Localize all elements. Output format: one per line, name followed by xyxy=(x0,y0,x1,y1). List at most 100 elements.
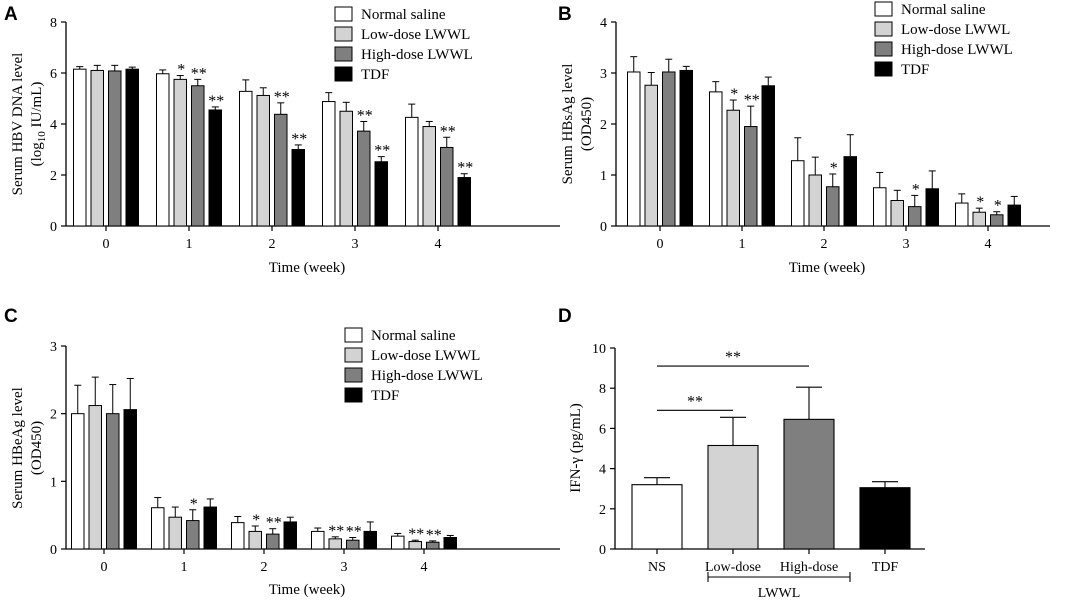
y-axis-title: Serum HBeAg level (OD450) xyxy=(10,387,45,509)
legend-swatch xyxy=(334,46,353,62)
significance-label: ** xyxy=(346,523,362,540)
bar xyxy=(274,113,288,227)
y-axis-title-line2: (log xyxy=(29,142,45,167)
x-axis-title: Time (week) xyxy=(269,260,346,276)
bar xyxy=(239,90,253,227)
x-tick-label: 1 xyxy=(181,560,188,575)
legend-swatch xyxy=(344,367,363,383)
legend-label: Low-dose LWWL xyxy=(371,348,480,364)
legend-label: High-dose LWWL xyxy=(371,368,483,384)
bar xyxy=(908,206,922,227)
significance-label: ** xyxy=(266,515,282,532)
legend-label: TDF xyxy=(371,388,399,404)
x-tick-label: 1 xyxy=(186,237,193,252)
x-axis-title: Time (week) xyxy=(789,260,866,276)
bar xyxy=(422,126,436,227)
bar xyxy=(151,507,165,550)
bar xyxy=(440,146,454,227)
bar xyxy=(191,85,205,227)
bar xyxy=(955,202,969,227)
bar xyxy=(662,71,676,227)
bar xyxy=(925,188,939,227)
legend: Normal saline Low-dose LWWL High-dose LWWL… xyxy=(334,6,473,83)
y-tick-label: 10 xyxy=(592,342,606,357)
y-axis-title: Serum HBV DNA level (log10 IU/mL) xyxy=(10,53,48,196)
chart-panel-b: 0 1 2 3 4 B Serum HBsAg level (OD450) Time (week… xyxy=(558,1,1050,276)
x-tick-label: 0 xyxy=(103,237,110,252)
bar xyxy=(783,418,835,550)
significance-label: ** xyxy=(426,527,442,544)
bar xyxy=(644,84,658,227)
legend-label: Low-dose LWWL xyxy=(361,27,470,43)
bar xyxy=(208,109,222,227)
bar xyxy=(123,409,137,550)
bar xyxy=(71,413,85,550)
legend-label: Normal saline xyxy=(371,328,456,344)
bar xyxy=(311,530,325,550)
legend: Normal saline Low-dose LWWL High-dose LWWL… xyxy=(874,1,1013,78)
y-tick-label: 0 xyxy=(600,220,607,235)
legend-label: High-dose LWWL xyxy=(361,47,473,63)
x-tick-label: 4 xyxy=(985,237,992,252)
significance-label: ** xyxy=(357,107,373,124)
bar xyxy=(339,110,353,227)
legend-label: TDF xyxy=(361,67,389,83)
bar xyxy=(256,94,270,227)
y-axis-title: Serum HBsAg level (OD450) xyxy=(560,64,595,185)
bar xyxy=(744,126,758,227)
y-tick-label: 4 xyxy=(600,16,607,31)
bar xyxy=(679,69,693,227)
bar xyxy=(363,530,377,550)
bar xyxy=(709,91,723,227)
y-tick-label: 6 xyxy=(599,422,606,437)
bar xyxy=(125,68,139,227)
significance-label: ** xyxy=(191,65,207,82)
bar xyxy=(726,109,740,227)
legend-swatch xyxy=(874,41,893,57)
legend-swatch xyxy=(874,1,893,17)
bar xyxy=(266,533,280,550)
bar xyxy=(173,78,187,227)
significance-label: * xyxy=(912,181,920,198)
significance-label: ** xyxy=(408,526,424,543)
legend-label: Low-dose LWWL xyxy=(901,22,1010,38)
x-tick-label: NS xyxy=(648,560,666,575)
y-tick-label: 8 xyxy=(50,16,57,31)
y-axis-title-line1: Serum HBV DNA level xyxy=(10,53,26,196)
bar xyxy=(186,520,200,550)
bar xyxy=(426,541,440,550)
y-tick-label: 0 xyxy=(50,220,57,235)
significance-label: ** xyxy=(440,123,456,140)
x-axis-title: Time (week) xyxy=(269,582,346,598)
bar xyxy=(1007,204,1021,227)
x-tick-label: 2 xyxy=(261,560,268,575)
bar xyxy=(990,214,1004,227)
significance-label: * xyxy=(190,496,198,513)
significance-label: * xyxy=(976,194,984,211)
x-tick-label: TDF xyxy=(872,560,899,575)
significance-label: ** xyxy=(374,143,390,160)
y-tick-label: 0 xyxy=(599,543,606,558)
y-tick-label: 6 xyxy=(50,67,57,82)
significance-label: ** xyxy=(274,89,290,106)
y-axis-title-line1: Serum HBsAg level xyxy=(560,64,576,185)
bar xyxy=(791,160,805,227)
legend-swatch xyxy=(344,347,363,363)
x-tick-label: 0 xyxy=(101,560,108,575)
x-tick-label: 2 xyxy=(269,237,276,252)
bar xyxy=(283,521,297,550)
bar xyxy=(627,71,641,227)
bar xyxy=(808,174,822,227)
legend-label: Normal saline xyxy=(361,7,446,23)
bar xyxy=(859,487,911,550)
bar xyxy=(826,186,840,227)
bar xyxy=(443,536,457,550)
significance-label: * xyxy=(730,86,738,103)
y-tick-label: 2 xyxy=(600,118,607,133)
y-tick-label: 8 xyxy=(599,382,606,397)
x-tick-label: 4 xyxy=(435,237,442,252)
significance-label: * xyxy=(252,512,260,529)
y-axis-title-subscript: 10 xyxy=(36,131,48,143)
significance-label: ** xyxy=(208,93,224,110)
